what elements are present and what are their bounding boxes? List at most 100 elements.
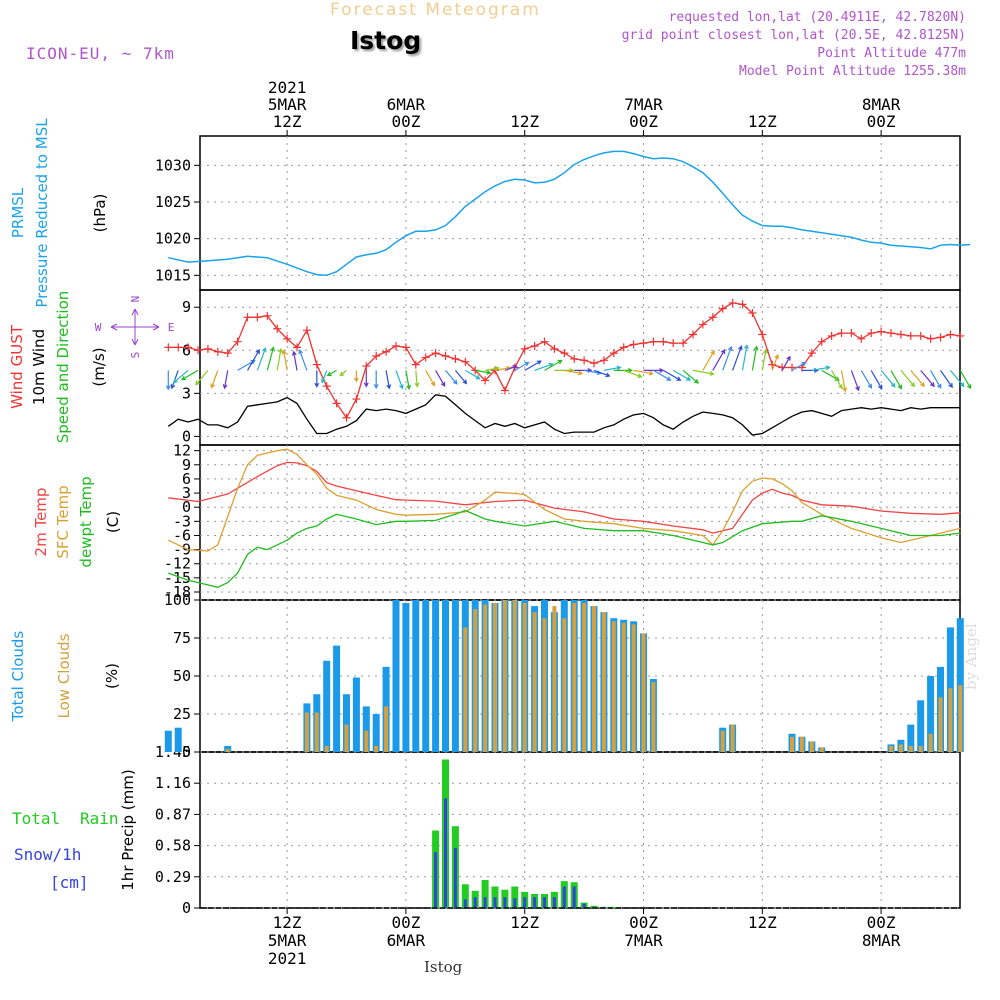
total-clouds-bar [927, 676, 935, 752]
low-clouds-bar [809, 741, 814, 752]
point-altitude: Point Altitude 477m [817, 46, 966, 61]
wind-direction-arrow [880, 370, 896, 388]
bottom-axis-hour-label: 00Z [629, 913, 658, 932]
wind-gust-point-marker [590, 359, 599, 368]
wind-direction-arrow [314, 370, 320, 388]
requested-coordinates: requested lon,lat (20.4911E, 42.7820N) [668, 10, 966, 25]
wind-direction-arrow [940, 370, 953, 389]
clouds-y-tick-label: 100 [164, 591, 191, 609]
low-clouds-bar [651, 682, 656, 752]
low-clouds-bar [493, 603, 497, 752]
wind-gust-point-marker [926, 334, 935, 343]
low-clouds-bar [225, 749, 230, 752]
wind-direction-arrow [435, 370, 446, 387]
wind-gust-point-marker [698, 320, 707, 329]
wind-gust-point-marker [392, 341, 401, 350]
wind-gust-point-marker [194, 346, 203, 355]
low-clouds-bar [562, 618, 567, 752]
wind-direction-arrow [276, 347, 283, 371]
precip-label-cm: [cm] [50, 873, 89, 892]
wind-direction-arrow [850, 370, 860, 392]
snow-bar [444, 798, 447, 908]
model-label: ICON-EU, ~ 7km [26, 44, 175, 63]
grid-point-coordinates: grid point closest lon,lat (20.5E, 42.81… [621, 28, 966, 43]
total-clouds-bar [362, 706, 370, 752]
low-clouds-bar [819, 747, 824, 752]
wind-gust-point-marker [302, 326, 311, 335]
wind-gust-point-marker [570, 354, 579, 363]
precip-y-tick-label: 0.58 [155, 837, 191, 855]
low-clouds-bar [473, 609, 478, 752]
wind-gust-point-marker [748, 308, 757, 317]
wind-plot-frame [199, 289, 961, 446]
low-clouds-bar [552, 606, 557, 752]
wind-direction-arrow [949, 370, 965, 388]
compass-north-label: N [129, 296, 142, 303]
snow-bar [513, 898, 517, 908]
pressure-y-tick-label: 1030 [155, 156, 191, 174]
wind-direction-arrow [172, 369, 189, 384]
wind-direction-arrow [534, 362, 554, 371]
wind-direction-arrow [222, 370, 229, 390]
pressure-y-tick-label: 1020 [155, 230, 191, 248]
bottom-axis-hour-label: 12Z [748, 913, 777, 932]
wind-direction-arrow [860, 370, 873, 389]
total-clouds-bar [352, 677, 360, 752]
bottom-axis-date-label: 8MAR [862, 931, 901, 950]
wind-gust-point-marker [827, 331, 836, 340]
wind-gust-point-marker [253, 313, 262, 322]
wind-direction-arrow [181, 369, 199, 381]
total-clouds-bar [372, 714, 380, 752]
total-clouds-bar [323, 660, 331, 752]
wind-gust-point-marker [847, 329, 856, 338]
low-clouds-bar [898, 744, 903, 752]
low-clouds-bar [324, 745, 329, 752]
wind-direction-arrow [840, 370, 848, 393]
compass-south-label: S [129, 352, 142, 359]
snow-bar [503, 897, 507, 908]
wind-direction-arrow [603, 365, 622, 371]
wind-gust-point-marker [867, 329, 876, 338]
wind-gust-point-marker [342, 413, 351, 422]
pressure-label-msl: Pressure Reduced to MSL [33, 118, 51, 308]
wind-gust-point-marker [817, 337, 826, 346]
wind-direction-arrow [165, 370, 171, 391]
snow-bar [483, 897, 487, 908]
clouds-label-low: Low Clouds [55, 633, 73, 718]
wind-gust-point-marker [164, 343, 173, 352]
rain-bar [461, 884, 469, 908]
wind-gust-point-marker [372, 352, 381, 361]
wind-direction-arrow [339, 369, 347, 377]
wind-direction-arrow [514, 361, 530, 371]
low-clouds-bar [958, 685, 963, 752]
bottom-axis-hour-label: 00Z [867, 913, 896, 932]
wind-gust-point-marker [718, 304, 727, 313]
bottom-axis-date-label: 6MAR [387, 931, 426, 950]
wind-direction-arrow [298, 349, 308, 371]
low-clouds-bar [532, 612, 537, 752]
low-clouds-bar [889, 745, 893, 752]
wind-direction-arrow [593, 369, 611, 378]
model-point-altitude: Model Point Altitude 1255.38m [739, 64, 966, 79]
wind-direction-arrow [791, 361, 807, 371]
wind-gust-point-marker [580, 356, 589, 365]
low-clouds-bar [304, 712, 309, 752]
bottom-axis-hour-label: 12Z [273, 913, 302, 932]
wind-gust-point-marker [184, 343, 193, 352]
temp-y-tick-label: -3 [173, 512, 191, 530]
wind-unit-label: (m/s) [90, 347, 108, 386]
wind-direction-arrow [266, 346, 275, 371]
low-clouds-bar [582, 603, 587, 752]
wind-gust-point-marker [906, 331, 915, 340]
temp-unit-label: (C) [104, 511, 122, 533]
wind-gust-point-marker [203, 344, 212, 353]
wind-direction-arrow [722, 345, 733, 371]
precip-y-tick-label: 0.29 [155, 868, 191, 886]
wind-y-tick-label: 6 [182, 341, 191, 359]
total-clouds-bar [224, 745, 232, 752]
footer-location: Istog [424, 958, 463, 976]
wind-direction-arrow [870, 370, 883, 390]
temp-label-2m: 2m Temp [32, 488, 50, 557]
total-clouds-bar [451, 600, 459, 752]
